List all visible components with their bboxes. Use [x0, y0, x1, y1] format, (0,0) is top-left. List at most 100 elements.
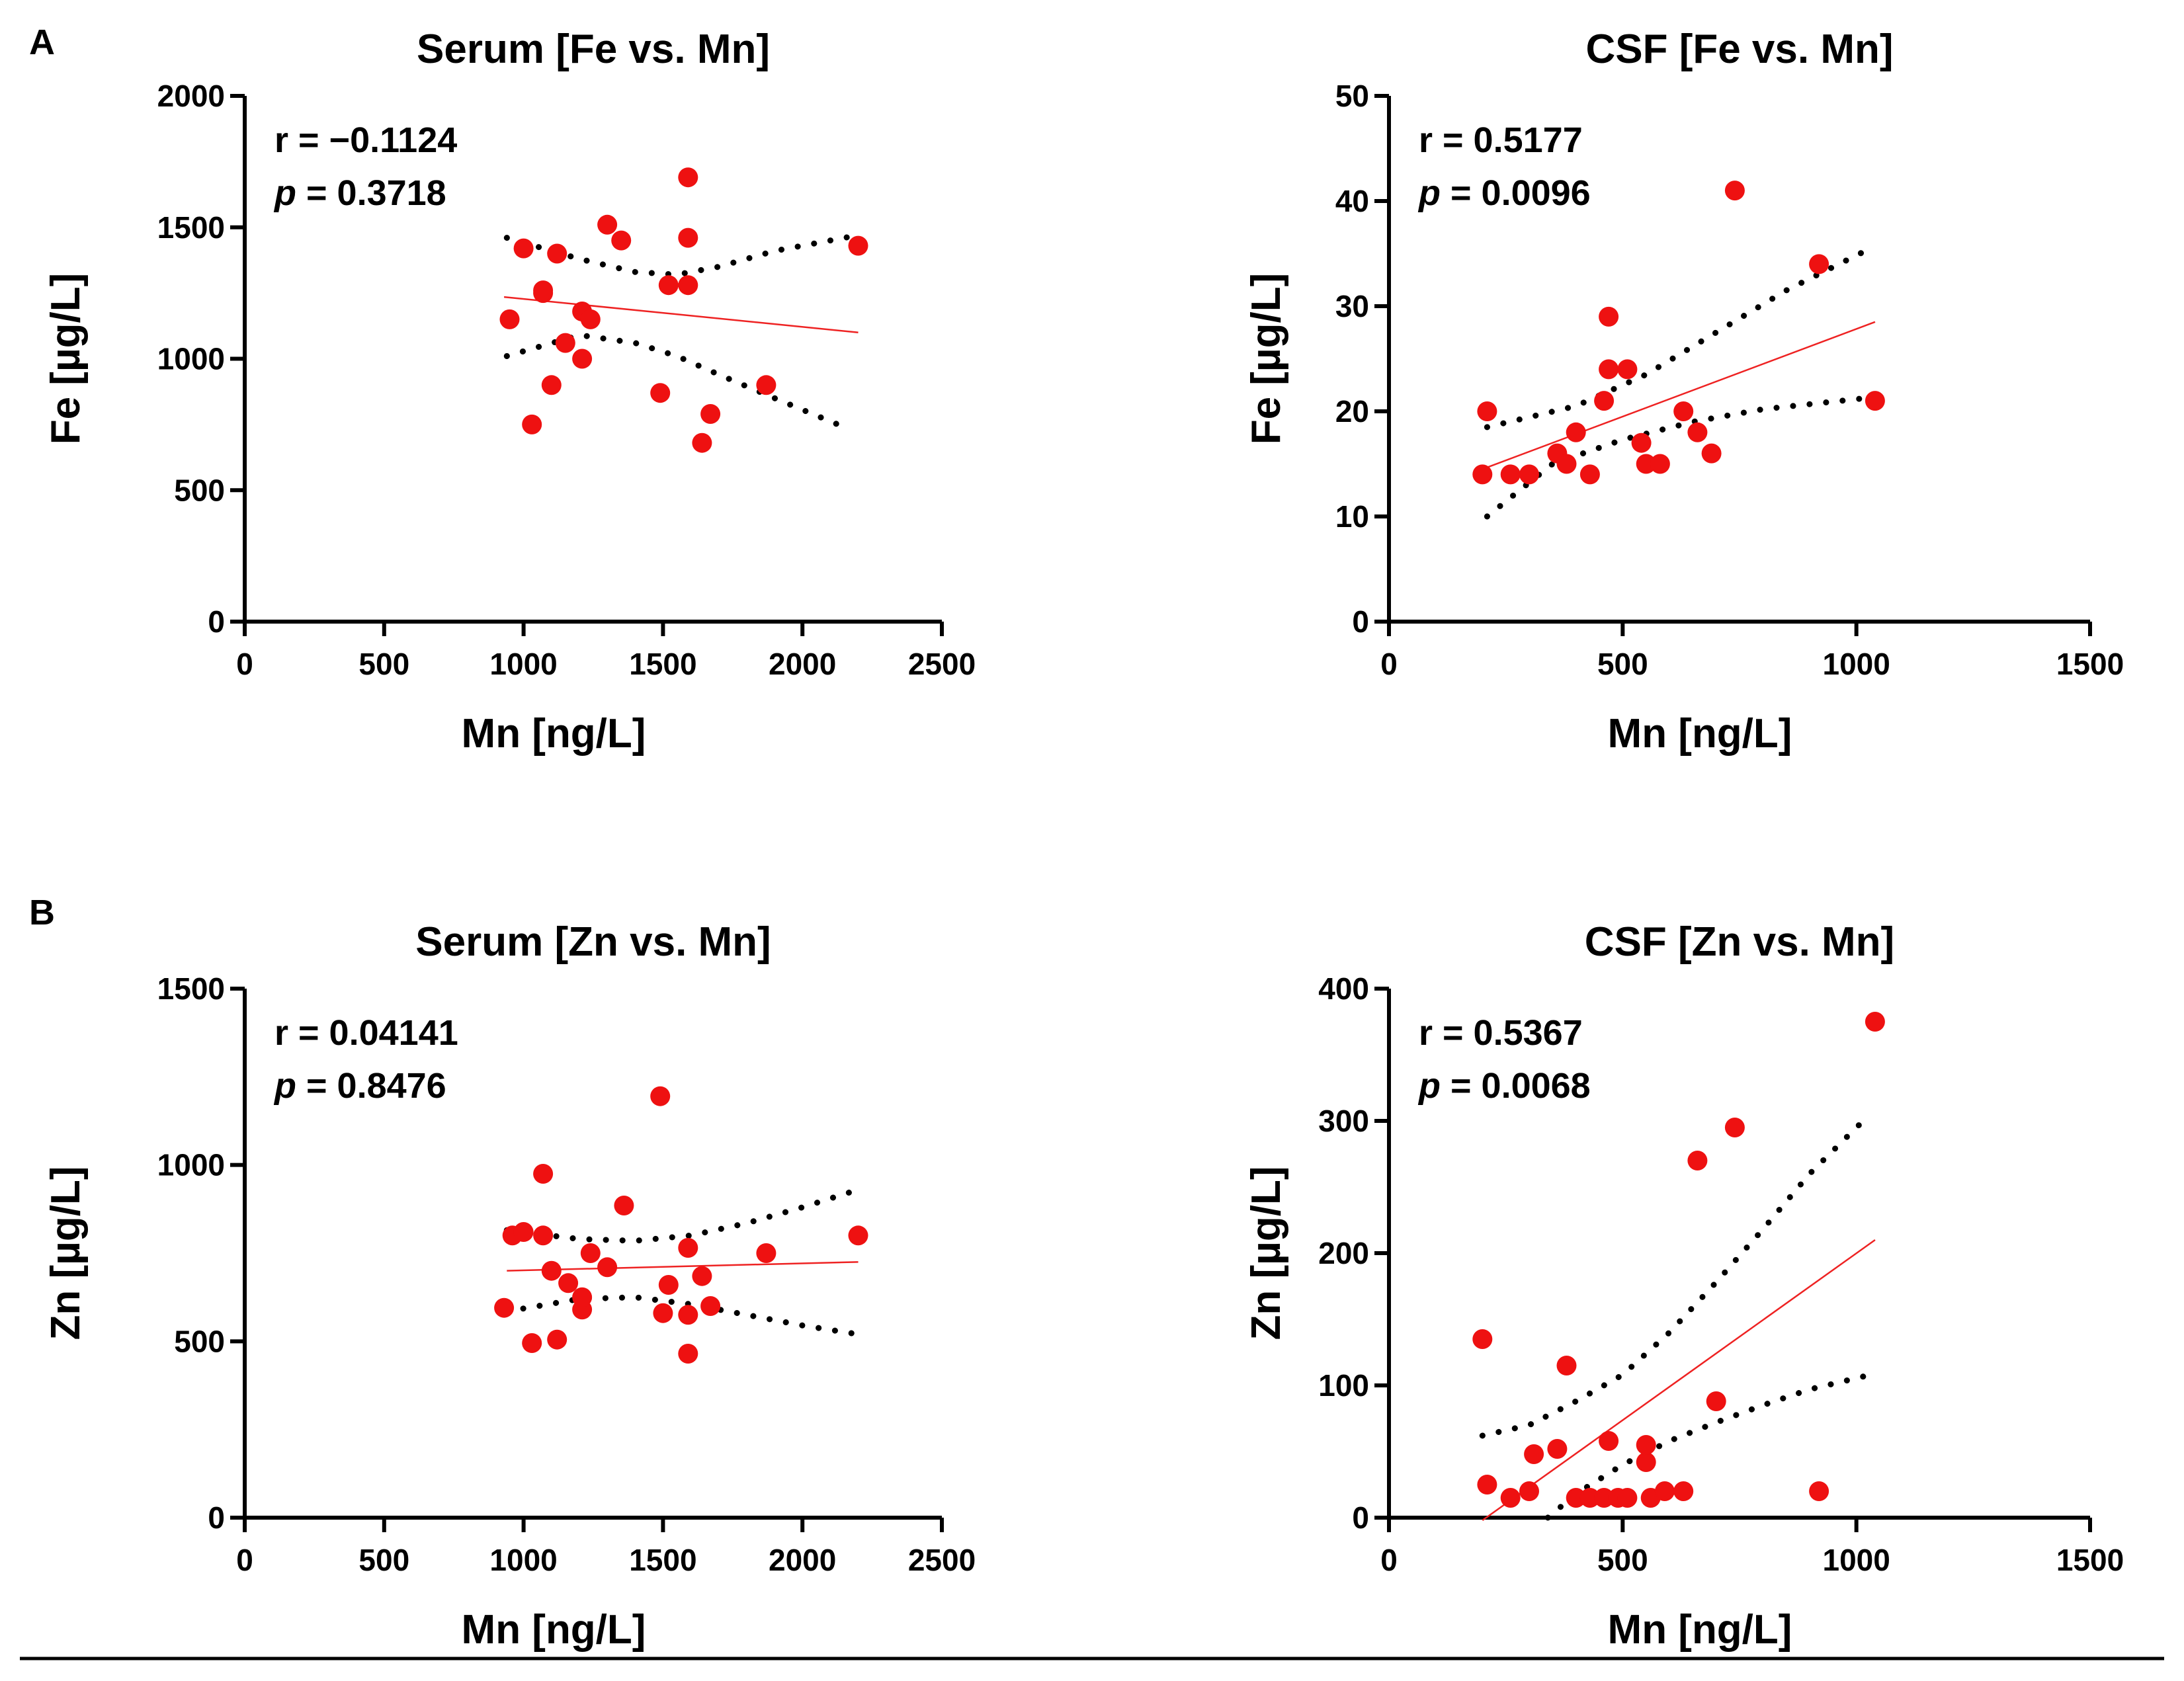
- chart-2-data-point-19: [678, 1305, 698, 1325]
- chart-0-x-tick-label-2: 1000: [489, 647, 557, 681]
- chart-1-data-point-11: [1617, 359, 1638, 380]
- chart-3-y-tick-label-0: 0: [1352, 1500, 1369, 1535]
- chart-0-y-tick-label-1: 500: [174, 473, 225, 507]
- chart-2-data-point-10: [572, 1287, 593, 1307]
- chart-0-x-tick-label-5: 2500: [908, 647, 976, 681]
- chart-2-x-tick-label-1: 500: [358, 1543, 409, 1577]
- chart-0-data-point-4: [533, 280, 554, 301]
- chart-1-regression-line: [1482, 321, 1876, 470]
- chart-2-x-tick-label-0: 0: [236, 1543, 253, 1577]
- chart-1-data-point-13: [1636, 454, 1656, 474]
- chart-csf-zn-vs-mn: CSF [Zn vs. Mn] 0 500 1000 1500 0 100 200 300 400…: [1243, 919, 2124, 1653]
- chart-2-y-axis-label: Zn [µg/L]: [43, 1167, 89, 1340]
- chart-0-x-axis-label: Mn [ng/L]: [462, 711, 646, 757]
- chart-3-data-point-9: [1594, 1488, 1615, 1508]
- chart-0-x-tick-label-0: 0: [236, 647, 253, 681]
- chart-0-p-symbol: p: [273, 173, 296, 213]
- chart-1-data-point-0: [1472, 464, 1493, 485]
- chart-2-p-number: = 0.8476: [296, 1066, 446, 1106]
- chart-1-data-point-19: [1809, 254, 1829, 274]
- chart-3-x-tick-label-3: 1500: [2056, 1543, 2124, 1577]
- chart-0-y-tick-label-2: 1000: [157, 342, 225, 376]
- chart-3-y-tick-label-2: 200: [1318, 1236, 1369, 1270]
- chart-3-ci-upper-line: [1479, 1111, 1874, 1439]
- chart-0-data-point-12: [611, 230, 632, 251]
- chart-2-y-tick-label-3: 1500: [157, 971, 225, 1006]
- chart-3-x-tick-label-0: 0: [1380, 1543, 1398, 1577]
- chart-1-data-point-2: [1500, 464, 1521, 485]
- chart-2-data-point-12: [597, 1257, 618, 1278]
- chart-3-data-point-17: [1673, 1481, 1694, 1501]
- chart-1-data-point-9: [1599, 306, 1619, 327]
- chart-3-data-point-7: [1566, 1488, 1586, 1508]
- chart-1-data-point-17: [1701, 443, 1722, 464]
- panel-letter-b: B: [29, 893, 55, 932]
- chart-1-data-point-12: [1631, 432, 1652, 453]
- chart-2-p-symbol: p: [273, 1066, 296, 1106]
- chart-0-regression-line: [503, 296, 859, 333]
- chart-2-r-value: r = 0.04141: [274, 1013, 458, 1053]
- chart-3-x-tick-label-2: 1000: [1822, 1543, 1890, 1577]
- chart-2-data-point-20: [692, 1266, 712, 1286]
- chart-1-ci-upper-line: [1484, 245, 1874, 430]
- chart-1-y-tick-label-0: 0: [1352, 604, 1369, 639]
- chart-1-y-axis-label: Fe [µg/L]: [1243, 273, 1289, 445]
- chart-2-x-tick-label-5: 2500: [908, 1543, 976, 1577]
- chart-0-data-point-14: [658, 275, 679, 296]
- chart-1-title: CSF [Fe vs. Mn]: [1585, 26, 1893, 72]
- chart-2-data-point-15: [653, 1303, 673, 1323]
- chart-1-data-point-1: [1477, 401, 1497, 421]
- chart-1-x-tick-label-2: 1000: [1822, 647, 1890, 681]
- chart-3-data-point-21: [1809, 1481, 1829, 1501]
- chart-3-x-tick-label-1: 500: [1597, 1543, 1648, 1577]
- chart-3-data-point-1: [1477, 1475, 1497, 1495]
- panel-letter-a: A: [29, 22, 55, 62]
- chart-0-data-point-17: [678, 167, 698, 188]
- chart-2-y-tick-label-1: 500: [174, 1324, 225, 1358]
- chart-serum-zn-vs-mn: Serum [Zn vs. Mn] 0 500 1000 1500 2000 2500 0 50…: [43, 919, 976, 1653]
- chart-2-regression-line: [507, 1261, 859, 1272]
- chart-0-r-value: r = −0.1124: [274, 120, 457, 160]
- chart-1-x-tick-label-0: 0: [1380, 647, 1398, 681]
- chart-3-data-point-3: [1519, 1481, 1539, 1501]
- chart-2-p-value: p = 0.8476: [273, 1066, 446, 1106]
- chart-3-x-axis-label: Mn [ng/L]: [1608, 1607, 1792, 1653]
- chart-2-x-tick-label-3: 1500: [629, 1543, 696, 1577]
- chart-3-data-point-19: [1706, 1391, 1726, 1411]
- chart-1-data-point-20: [1865, 391, 1885, 411]
- chart-3-data-point-8: [1579, 1488, 1600, 1508]
- chart-1-data-point-15: [1673, 401, 1694, 421]
- chart-2-ci-lower-line: [503, 1294, 861, 1338]
- chart-0-data-point-16: [678, 275, 698, 296]
- chart-0-y-tick-label-0: 0: [208, 604, 225, 639]
- chart-0-data-point-5: [541, 375, 562, 395]
- chart-1-data-point-14: [1650, 454, 1670, 474]
- chart-0-data-point-2: [522, 414, 542, 434]
- chart-2-data-point-7: [547, 1329, 567, 1350]
- chart-2-data-point-17: [678, 1238, 698, 1258]
- chart-0-data-point-20: [756, 375, 777, 395]
- chart-3-y-tick-label-1: 100: [1318, 1368, 1369, 1403]
- chart-3-y-tick-label-3: 300: [1318, 1104, 1369, 1138]
- chart-1-y-tick-label-2: 20: [1335, 394, 1369, 429]
- chart-1-data-point-16: [1687, 422, 1708, 442]
- chart-3-data-point-5: [1547, 1439, 1568, 1459]
- chart-2-data-point-6: [541, 1260, 562, 1281]
- chart-2-data-point-21: [700, 1296, 721, 1316]
- chart-2-ci-upper-line: [503, 1186, 861, 1244]
- chart-0-x-tick-label-3: 1500: [629, 647, 696, 681]
- chart-1-p-number: = 0.0096: [1441, 173, 1591, 213]
- chart-1-data-point-8: [1594, 391, 1615, 411]
- chart-3-r-value: r = 0.5367: [1419, 1013, 1583, 1053]
- chart-1-data-point-7: [1579, 464, 1600, 485]
- chart-0-data-point-11: [597, 214, 618, 235]
- chart-3-data-point-0: [1472, 1329, 1493, 1349]
- chart-0-y-axis-label: Fe [µg/L]: [43, 273, 89, 445]
- chart-0-title: Serum [Fe vs. Mn]: [417, 26, 770, 72]
- chart-3-data-point-6: [1556, 1356, 1577, 1375]
- chart-3-regression-line: [1482, 1239, 1876, 1522]
- chart-3-y-tick-label-4: 400: [1318, 971, 1369, 1006]
- chart-1-y-tick-label-4: 40: [1335, 184, 1369, 218]
- chart-3-p-value: p = 0.0068: [1417, 1066, 1591, 1106]
